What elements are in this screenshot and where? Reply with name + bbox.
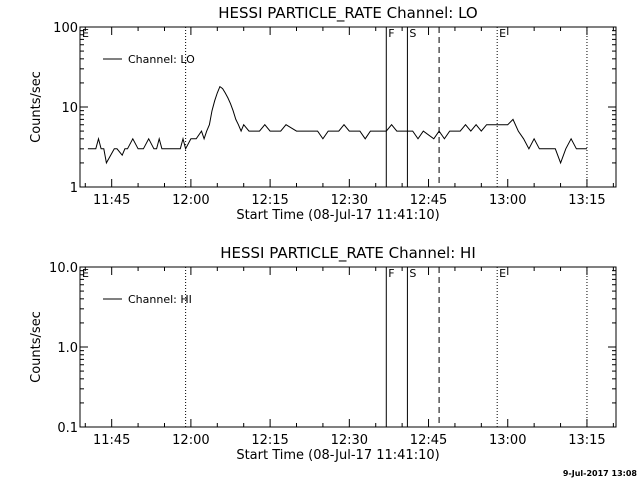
- panel1-x-tick-label: 13:00: [489, 193, 526, 208]
- panel1-y-tick-label: 10: [61, 101, 78, 116]
- panel1-event-label: E: [82, 27, 89, 40]
- panel1-chart-title: HESSI PARTICLE_RATE Channel: LO: [218, 4, 477, 23]
- panel1-x-axis-label: Start Time (08-Jul-17 11:41:10): [236, 208, 439, 223]
- panel1-series-line: [87, 85, 587, 165]
- panel2-x-tick-label: 13:00: [489, 433, 526, 448]
- panel1-x-tick-label: 12:45: [410, 193, 447, 208]
- panel2-event-label: F: [388, 267, 394, 280]
- panel1-y-tick-label: 1: [70, 181, 78, 196]
- panel1-x-tick-label: 11:45: [93, 193, 130, 208]
- panel2-y-tick-label: 0.1: [57, 421, 78, 436]
- panel1-event-label: F: [388, 27, 394, 40]
- panel2-x-tick-label: 11:45: [93, 433, 130, 448]
- panel1-x-tick-label: 12:00: [172, 193, 209, 208]
- panel2-y-tick-label: 10.0: [49, 261, 78, 276]
- panel2-x-axis-label: Start Time (08-Jul-17 11:41:10): [236, 448, 439, 463]
- panel2-legend-label: Channel: HI: [128, 293, 192, 306]
- panel2-x-tick-label: 12:00: [172, 433, 209, 448]
- panel2-x-tick-label: 12:15: [251, 433, 288, 448]
- panel2-y-axis-label: Counts/sec: [29, 311, 44, 383]
- panel2-x-tick-label: 12:30: [331, 433, 368, 448]
- panel1-plot-frame: [79, 26, 617, 188]
- panel2-chart-title: HESSI PARTICLE_RATE Channel: HI: [220, 244, 476, 263]
- panel1-event-label: S: [409, 27, 416, 40]
- panel1-legend-label: Channel: LO: [128, 53, 195, 66]
- panel2-event-label: E: [499, 267, 506, 280]
- panel2-x-tick-label: 13:15: [568, 433, 605, 448]
- panel1-x-tick-label: 12:15: [251, 193, 288, 208]
- panel2-plot-frame: [79, 266, 617, 428]
- timestamp: 9-Jul-2017 13:08: [563, 469, 638, 478]
- panel1-y-tick-label: 100: [53, 21, 78, 36]
- panel2-x-tick-label: 12:45: [410, 433, 447, 448]
- panel2-y-tick-label: 1.0: [57, 341, 78, 356]
- panel1-event-label: E: [499, 27, 506, 40]
- panel1-x-tick-label: 13:15: [568, 193, 605, 208]
- panel2-event-label: E: [82, 267, 89, 280]
- panel1-x-tick-label: 12:30: [331, 193, 368, 208]
- panel1-y-axis-label: Counts/sec: [29, 71, 44, 143]
- panel2-event-label: S: [409, 267, 416, 280]
